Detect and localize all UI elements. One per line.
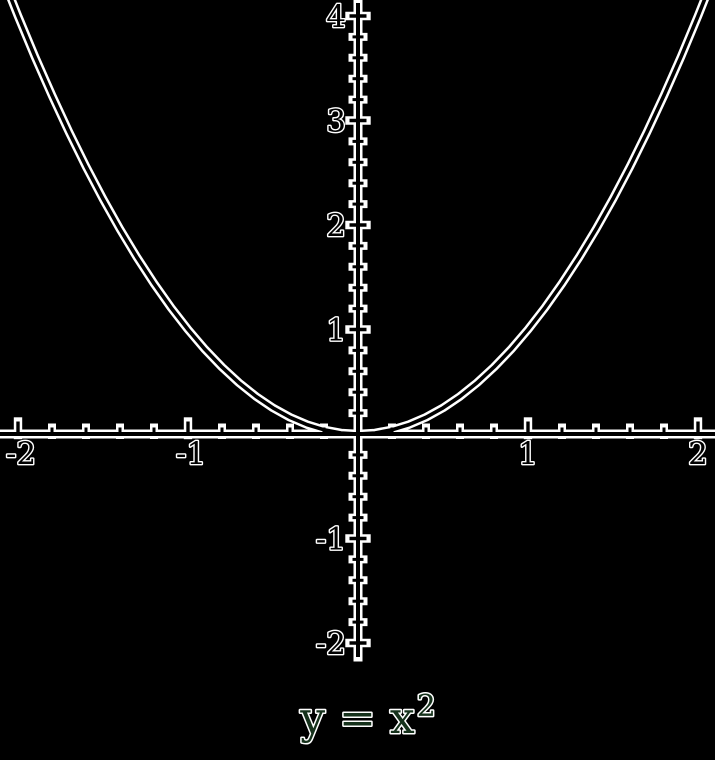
y-axis-tick-label: -1 [316, 522, 346, 558]
stroke-core-layer [0, 0, 715, 657]
plot-title: y = x2 [299, 689, 436, 744]
x-axis-tick-label: 1 [518, 436, 538, 472]
x-axis-tick-label: -2 [6, 436, 36, 472]
y-axis-tick-label: 1 [326, 313, 346, 349]
y-axis-tick-label: 2 [326, 208, 346, 244]
plot-title-superscript: 2 [417, 689, 436, 724]
x-axis-tick-label: -1 [176, 436, 206, 472]
plot-title-main: y = x [299, 693, 415, 744]
axis-labels-layer: -2 -1 1 2 -2 -1 1 2 3 4 [4, 0, 709, 663]
parabola-curve [9, 0, 707, 436]
x-axis-tick-label: 2 [688, 436, 708, 472]
y-axis-tick-label: 4 [326, 0, 346, 35]
y-axis-tick-label: 3 [326, 104, 346, 140]
y-axis-tick-label: -2 [316, 626, 346, 662]
